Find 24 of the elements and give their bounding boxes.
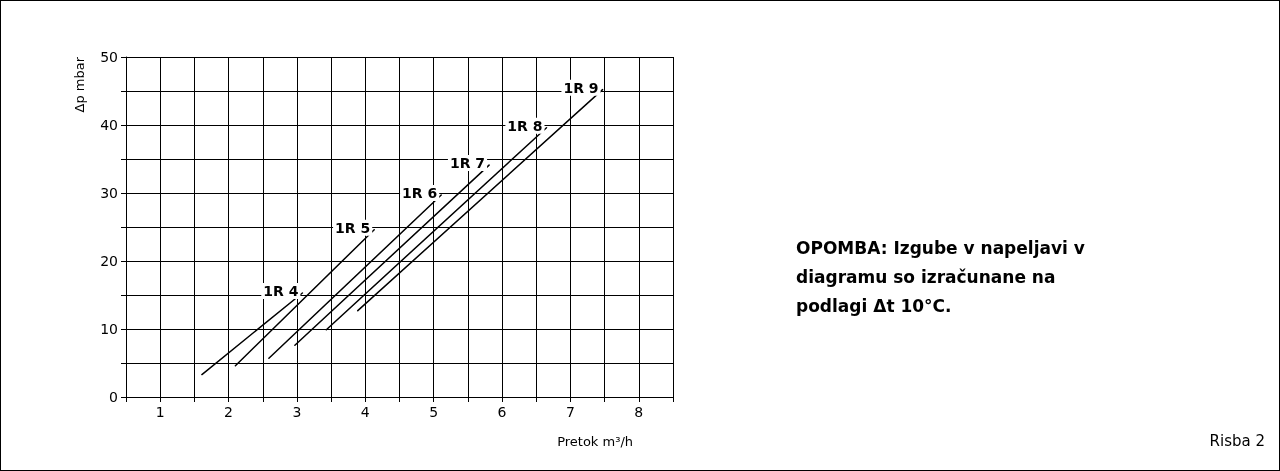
- x-axis-title: Pretok m³/h: [557, 434, 633, 449]
- y-tick-label: 50: [100, 49, 118, 65]
- x-tick-label: 3: [292, 404, 302, 420]
- x-tick-label: 1: [155, 404, 165, 420]
- y-tick-label: 0: [109, 389, 118, 405]
- series-label: 1R 5: [335, 219, 371, 236]
- text: Risba 2: [1209, 431, 1266, 450]
- y-tick-label: 20: [100, 253, 118, 269]
- series-label: 1R 8: [507, 117, 543, 134]
- series-label: 1R 4: [263, 282, 299, 299]
- x-tick-label: 6: [497, 404, 507, 420]
- x-tick-label: 4: [360, 404, 370, 420]
- y-tick-label: 10: [100, 321, 118, 337]
- y-axis-title: Δp mbar: [72, 56, 87, 113]
- series-label: 1R 7: [449, 155, 486, 172]
- x-tick-label: 5: [429, 404, 439, 420]
- series-label: 1R 6: [402, 185, 438, 202]
- x-tick-label: 2: [224, 404, 234, 420]
- series-label: 1R 9: [563, 79, 599, 96]
- x-tick-label: 7: [565, 404, 575, 420]
- x-tick-label: 8: [634, 404, 644, 420]
- text: OPOMBA: Izgube v napeljavi v diagramu so izračunane na podlagi Δt 10°C.: [796, 237, 1091, 316]
- y-tick-label: 30: [100, 185, 118, 201]
- y-tick-label: 40: [100, 117, 118, 133]
